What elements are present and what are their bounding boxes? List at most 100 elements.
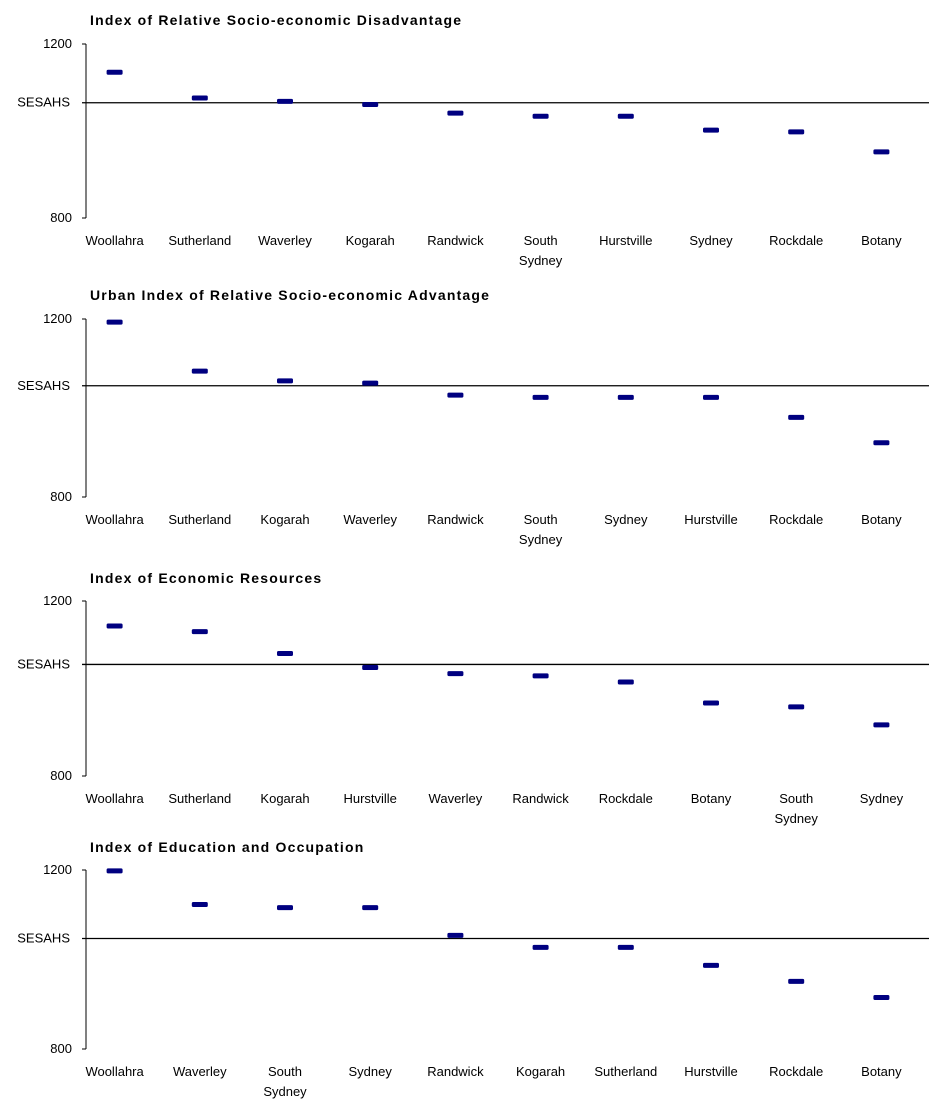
y-tick-label: 1200: [43, 311, 72, 326]
data-marker: [106, 319, 123, 325]
data-marker: [362, 905, 379, 911]
data-marker: [532, 394, 549, 400]
x-category-label: Woollahra: [85, 1064, 144, 1079]
x-category-label: Hurstville: [684, 512, 737, 527]
x-category-label: Waverley: [258, 233, 312, 248]
data-marker: [532, 673, 549, 679]
x-category-label: Sydney: [689, 233, 733, 248]
data-marker: [277, 98, 293, 104]
data-marker: [788, 129, 805, 135]
y-tick-label: 1200: [43, 36, 72, 51]
chart-title: Urban Index of Relative Socio-economic A…: [90, 287, 490, 303]
data-marker: [106, 623, 123, 629]
x-category-label: Randwick: [427, 512, 484, 527]
data-marker: [191, 95, 208, 101]
data-marker: [617, 394, 634, 400]
data-marker: [873, 722, 890, 728]
data-marker: [447, 392, 464, 398]
data-marker: [873, 995, 890, 1001]
x-category-label: Rockdale: [769, 1064, 823, 1079]
data-marker: [191, 901, 208, 907]
data-marker: [617, 944, 634, 950]
data-marker: [277, 905, 293, 911]
x-category-label: Waverley: [429, 791, 483, 806]
x-category-label: Kogarah: [260, 791, 309, 806]
y-tick-label: 800: [50, 1041, 72, 1056]
x-category-label: South Sydney: [263, 1064, 307, 1099]
x-category-label: Randwick: [427, 233, 484, 248]
data-marker: [191, 368, 208, 374]
data-marker: [106, 868, 123, 874]
data-marker: [788, 414, 805, 420]
chart-panel-1: Index of Relative Socio-economic Disadva…: [17, 12, 929, 268]
data-marker: [703, 700, 719, 706]
x-category-label: Sydney: [860, 791, 904, 806]
chart-panel-3: Index of Economic Resources 1200 800 SESAHS…: [17, 570, 929, 826]
y-tick-label: 800: [50, 489, 72, 504]
y-tick-label: 1200: [43, 862, 72, 877]
x-category-label: Hurstville: [684, 1064, 737, 1079]
x-category-label: Sutherland: [168, 512, 231, 527]
x-category-label: Botany: [691, 791, 732, 806]
x-category-label: Sydney: [349, 1064, 393, 1079]
data-marker: [617, 679, 634, 685]
x-category-label: Kogarah: [346, 233, 395, 248]
data-marker: [447, 110, 464, 116]
x-category-label: Sydney: [604, 512, 648, 527]
x-category-label: Randwick: [512, 791, 569, 806]
reference-line-label: SESAHS: [17, 930, 70, 945]
x-category-label: Hurstville: [343, 791, 396, 806]
x-category-label: Rockdale: [599, 791, 653, 806]
reference-line-label: SESAHS: [17, 378, 70, 393]
x-category-label: Kogarah: [516, 1064, 565, 1079]
x-category-label: Sutherland: [168, 791, 231, 806]
x-category-label: Hurstville: [599, 233, 652, 248]
data-marker: [277, 378, 293, 384]
x-category-label: Botany: [861, 1064, 902, 1079]
x-category-label: Woollahra: [85, 233, 144, 248]
data-marker: [703, 962, 719, 968]
x-category-label: Waverley: [173, 1064, 227, 1079]
y-tick-label: 800: [50, 768, 72, 783]
y-tick-label: 800: [50, 210, 72, 225]
data-marker: [873, 149, 890, 155]
x-category-label: Botany: [861, 512, 902, 527]
data-marker: [362, 665, 379, 670]
x-category-label: Randwick: [427, 1064, 484, 1079]
data-marker: [703, 127, 719, 133]
x-category-label: Rockdale: [769, 233, 823, 248]
data-marker: [106, 69, 123, 75]
data-marker: [277, 651, 293, 656]
data-marker: [617, 113, 634, 119]
x-category-label: South Sydney: [519, 512, 563, 547]
x-category-label: Rockdale: [769, 512, 823, 527]
data-marker: [532, 944, 549, 950]
x-category-label: Botany: [861, 233, 902, 248]
y-tick-label: 1200: [43, 593, 72, 608]
x-category-label: Woollahra: [85, 791, 144, 806]
chart-title: Index of Education and Occupation: [90, 839, 365, 855]
data-marker: [788, 704, 805, 710]
x-category-label: Sutherland: [168, 233, 231, 248]
data-marker: [703, 394, 719, 400]
data-marker: [873, 440, 890, 446]
chart-title: Index of Economic Resources: [90, 570, 322, 586]
data-marker: [788, 978, 805, 984]
reference-line-label: SESAHS: [17, 95, 70, 110]
data-marker: [447, 671, 464, 677]
x-category-label: Sutherland: [594, 1064, 657, 1079]
data-marker: [191, 629, 208, 635]
data-marker: [362, 101, 379, 107]
x-category-label: Kogarah: [260, 512, 309, 527]
chart-panel-4: Index of Education and Occupation 1200 800…: [17, 839, 929, 1099]
x-category-label: South Sydney: [519, 233, 563, 268]
x-category-label: South Sydney: [775, 791, 819, 826]
data-marker: [447, 932, 464, 938]
chart-title: Index of Relative Socio-economic Disadva…: [90, 12, 462, 28]
chart-panel-2: Urban Index of Relative Socio-economic A…: [17, 287, 929, 547]
data-marker: [362, 380, 379, 386]
reference-line-label: SESAHS: [17, 656, 70, 671]
data-marker: [532, 113, 549, 119]
x-category-label: Woollahra: [85, 512, 144, 527]
